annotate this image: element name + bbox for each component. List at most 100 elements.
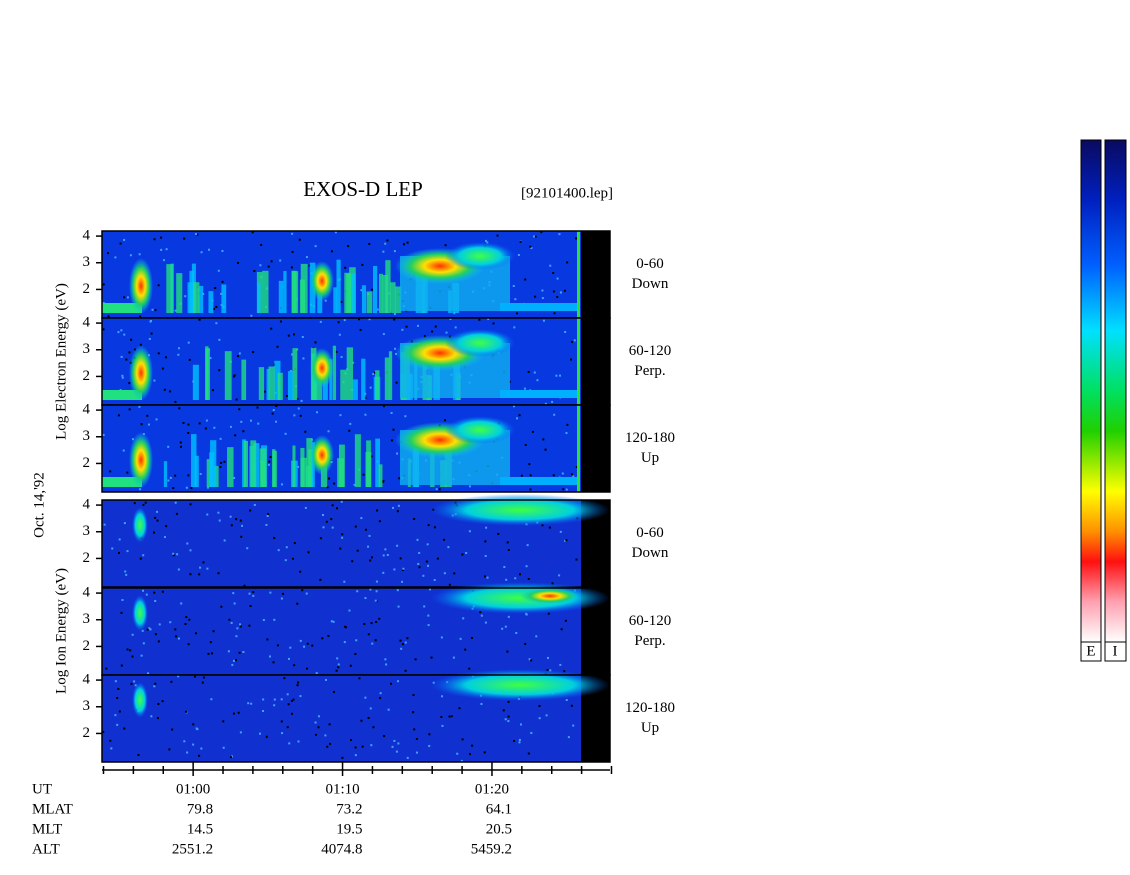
streak xyxy=(337,458,345,487)
noise xyxy=(314,341,317,344)
noise xyxy=(566,423,569,426)
noise xyxy=(369,588,372,591)
blob xyxy=(430,669,610,701)
blob xyxy=(445,242,515,270)
noise xyxy=(382,405,385,408)
noise xyxy=(267,513,270,516)
noise xyxy=(398,477,401,480)
noise xyxy=(387,708,390,711)
blob xyxy=(445,416,515,444)
noise xyxy=(544,402,547,405)
noise xyxy=(153,238,156,241)
noise xyxy=(199,472,202,475)
y-tick-label: 3 xyxy=(83,428,91,444)
streak xyxy=(266,368,270,400)
ephemeris-value: 4074.8 xyxy=(321,841,362,857)
noise xyxy=(372,373,375,376)
noise xyxy=(119,242,122,245)
y-tick-label: 4 xyxy=(83,672,91,688)
noise xyxy=(280,483,283,486)
noise xyxy=(300,399,303,402)
noise xyxy=(204,427,207,430)
noise xyxy=(105,667,108,670)
noise xyxy=(440,636,443,639)
noise xyxy=(221,249,224,252)
noise xyxy=(220,605,223,608)
noise xyxy=(338,333,341,336)
noise xyxy=(307,551,310,554)
streak xyxy=(351,273,356,313)
noise xyxy=(210,698,213,701)
noise xyxy=(396,510,399,513)
noise xyxy=(120,664,123,667)
noise xyxy=(121,374,124,377)
noise xyxy=(384,548,387,551)
noise xyxy=(140,423,143,426)
noise xyxy=(480,614,483,617)
noise xyxy=(126,648,129,651)
noise xyxy=(122,449,125,452)
noise xyxy=(518,741,521,744)
noise xyxy=(183,237,186,240)
noise xyxy=(335,350,338,353)
noise xyxy=(386,239,389,242)
streak xyxy=(344,272,351,313)
blob xyxy=(430,582,610,614)
streak xyxy=(243,440,248,487)
noise xyxy=(340,300,343,303)
noise xyxy=(507,720,510,723)
noise xyxy=(315,672,318,675)
noise xyxy=(157,352,160,355)
streak xyxy=(192,364,199,400)
noise xyxy=(196,233,199,236)
noise xyxy=(148,627,151,630)
noise xyxy=(142,554,145,557)
noise xyxy=(341,533,344,536)
noise xyxy=(238,651,241,654)
noise xyxy=(468,530,471,533)
noise xyxy=(443,538,446,541)
noise xyxy=(233,476,236,479)
noise xyxy=(152,531,155,534)
noise xyxy=(330,620,333,623)
noise xyxy=(533,235,536,238)
noise xyxy=(217,511,220,514)
streak xyxy=(382,274,388,313)
noise xyxy=(126,296,129,299)
blob xyxy=(132,682,148,718)
noise xyxy=(213,426,216,429)
noise xyxy=(286,726,289,729)
noise xyxy=(144,501,147,504)
noise xyxy=(296,684,299,687)
noise xyxy=(253,270,256,273)
noise xyxy=(232,712,235,715)
direction-label: Perp. xyxy=(634,633,665,649)
noise xyxy=(227,650,230,653)
noise xyxy=(150,332,153,335)
noise xyxy=(308,264,311,267)
noise xyxy=(322,514,325,517)
noise xyxy=(431,330,434,333)
noise xyxy=(273,698,276,701)
noise xyxy=(530,732,533,735)
noise xyxy=(415,737,418,740)
streak xyxy=(366,291,373,313)
noise xyxy=(468,667,471,670)
noise xyxy=(397,605,400,608)
noise xyxy=(567,736,570,739)
noise xyxy=(528,463,531,466)
noise xyxy=(157,702,160,705)
noise xyxy=(556,277,559,280)
ephemeris-value: 14.5 xyxy=(187,821,213,837)
noise xyxy=(538,705,541,708)
noise xyxy=(502,709,505,712)
x-tick-label: 01:20 xyxy=(475,781,509,797)
noise xyxy=(163,388,166,391)
noise xyxy=(172,554,175,557)
noise xyxy=(283,677,286,680)
noise xyxy=(301,335,304,338)
noise xyxy=(284,559,287,562)
noise xyxy=(211,652,214,655)
noise xyxy=(178,407,181,410)
noise xyxy=(121,376,124,379)
